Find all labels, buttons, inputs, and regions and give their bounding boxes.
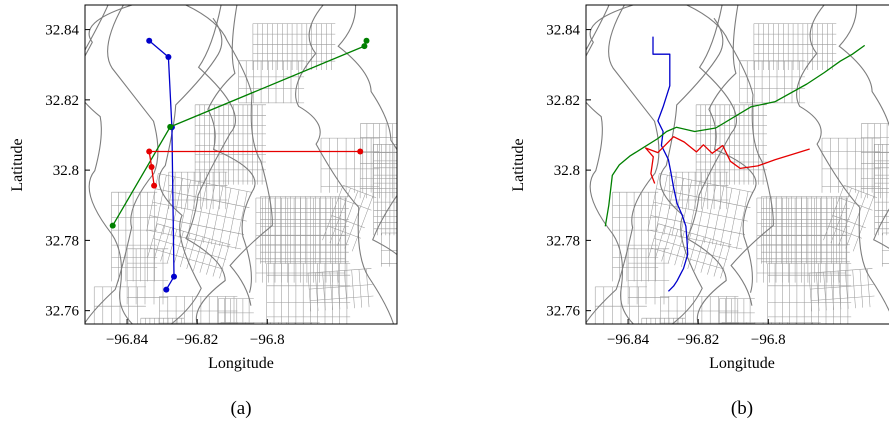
- highway: [76, 5, 158, 357]
- street-grid: [381, 233, 431, 267]
- tick-layer: −96.84 −96.82 −96.8 32.76 32.78 32.8 32.82 32.8…: [45, 23, 284, 348]
- street-grid: [642, 318, 686, 380]
- street-block: [381, 233, 431, 267]
- x-tick-label: −96.84: [106, 332, 149, 348]
- highway: [687, 5, 774, 306]
- y-tick-label: 32.76: [546, 304, 580, 320]
- y-tick-label: 32.76: [45, 304, 79, 320]
- highway: [186, 5, 273, 306]
- route-point: [167, 124, 173, 130]
- highway: [573, 3, 633, 325]
- y-tick-label: 32.82: [45, 93, 79, 109]
- street-grid: [141, 318, 185, 380]
- route-point: [171, 274, 177, 280]
- street-grid: [882, 233, 889, 267]
- route-point: [110, 223, 116, 229]
- street-grid: [260, 197, 348, 264]
- street-block: [260, 197, 348, 264]
- route-point: [146, 149, 152, 155]
- x-tick-label: −96.8: [250, 332, 285, 348]
- y-axis-label: Latitude: [9, 138, 26, 191]
- route-point: [151, 183, 157, 189]
- street-grid: [754, 24, 836, 70]
- street-block: [648, 174, 754, 251]
- panel-a: −96.84 −96.82 −96.8 32.76 32.78 32.8 32.82 32.8…: [0, 3, 431, 420]
- street-grid: [147, 174, 253, 251]
- y-tick-label: 32.78: [546, 233, 580, 249]
- street-block: [761, 197, 849, 264]
- street-block: [141, 318, 185, 380]
- x-tick-label: −96.8: [751, 332, 786, 348]
- panel-b: −96.84 −96.82 −96.8 32.76 32.78 32.8 32.82 32.8…: [474, 3, 889, 420]
- highway: [687, 5, 736, 332]
- street-grid: [321, 138, 379, 193]
- street-block: [754, 24, 836, 70]
- street-grid: [822, 138, 880, 193]
- street-grid: [218, 299, 254, 398]
- y-tick-label: 32.82: [546, 93, 580, 109]
- street-grid: [761, 197, 849, 264]
- panel-caption: (b): [731, 398, 753, 419]
- x-tick-label: −96.82: [176, 332, 218, 348]
- street-block: [321, 138, 379, 193]
- highway: [577, 5, 659, 357]
- route-point: [165, 54, 171, 60]
- street-grid: [719, 299, 755, 398]
- y-tick-label: 32.78: [45, 233, 79, 249]
- street-block: [696, 105, 767, 185]
- route-point: [146, 38, 152, 44]
- street-grid: [195, 105, 266, 185]
- route-point: [149, 164, 155, 170]
- street-block: [147, 174, 253, 251]
- street-block: [642, 318, 686, 380]
- route-point: [364, 38, 370, 44]
- route-point: [357, 149, 363, 155]
- x-axis-label: Longitude: [208, 355, 274, 372]
- street-block: [719, 299, 755, 398]
- route-line-2: [605, 45, 864, 226]
- highway: [186, 5, 235, 332]
- x-axis-label: Longitude: [709, 355, 775, 372]
- route-point: [163, 287, 169, 293]
- street-grid: [648, 174, 754, 251]
- street-grid: [696, 105, 767, 185]
- street-block: [218, 299, 254, 398]
- highway: [338, 5, 412, 282]
- tick-layer: −96.84 −96.82 −96.8 32.76 32.78 32.8 32.82 32.8…: [546, 23, 785, 348]
- y-tick-label: 32.84: [45, 23, 79, 39]
- panel-caption: (a): [230, 398, 251, 419]
- y-tick-label: 32.8: [53, 163, 79, 179]
- route-point: [361, 43, 367, 49]
- y-tick-label: 32.8: [554, 163, 580, 179]
- highway: [72, 3, 132, 325]
- plot-frame: [586, 5, 889, 324]
- route-line-3: [646, 137, 810, 184]
- street-block: [822, 138, 880, 193]
- street-block: [195, 105, 266, 185]
- y-axis-label: Latitude: [510, 138, 527, 191]
- y-tick-label: 32.84: [546, 23, 580, 39]
- highway: [797, 5, 889, 326]
- x-tick-label: −96.82: [677, 332, 719, 348]
- street-block: [882, 233, 889, 267]
- x-tick-label: −96.84: [607, 332, 650, 348]
